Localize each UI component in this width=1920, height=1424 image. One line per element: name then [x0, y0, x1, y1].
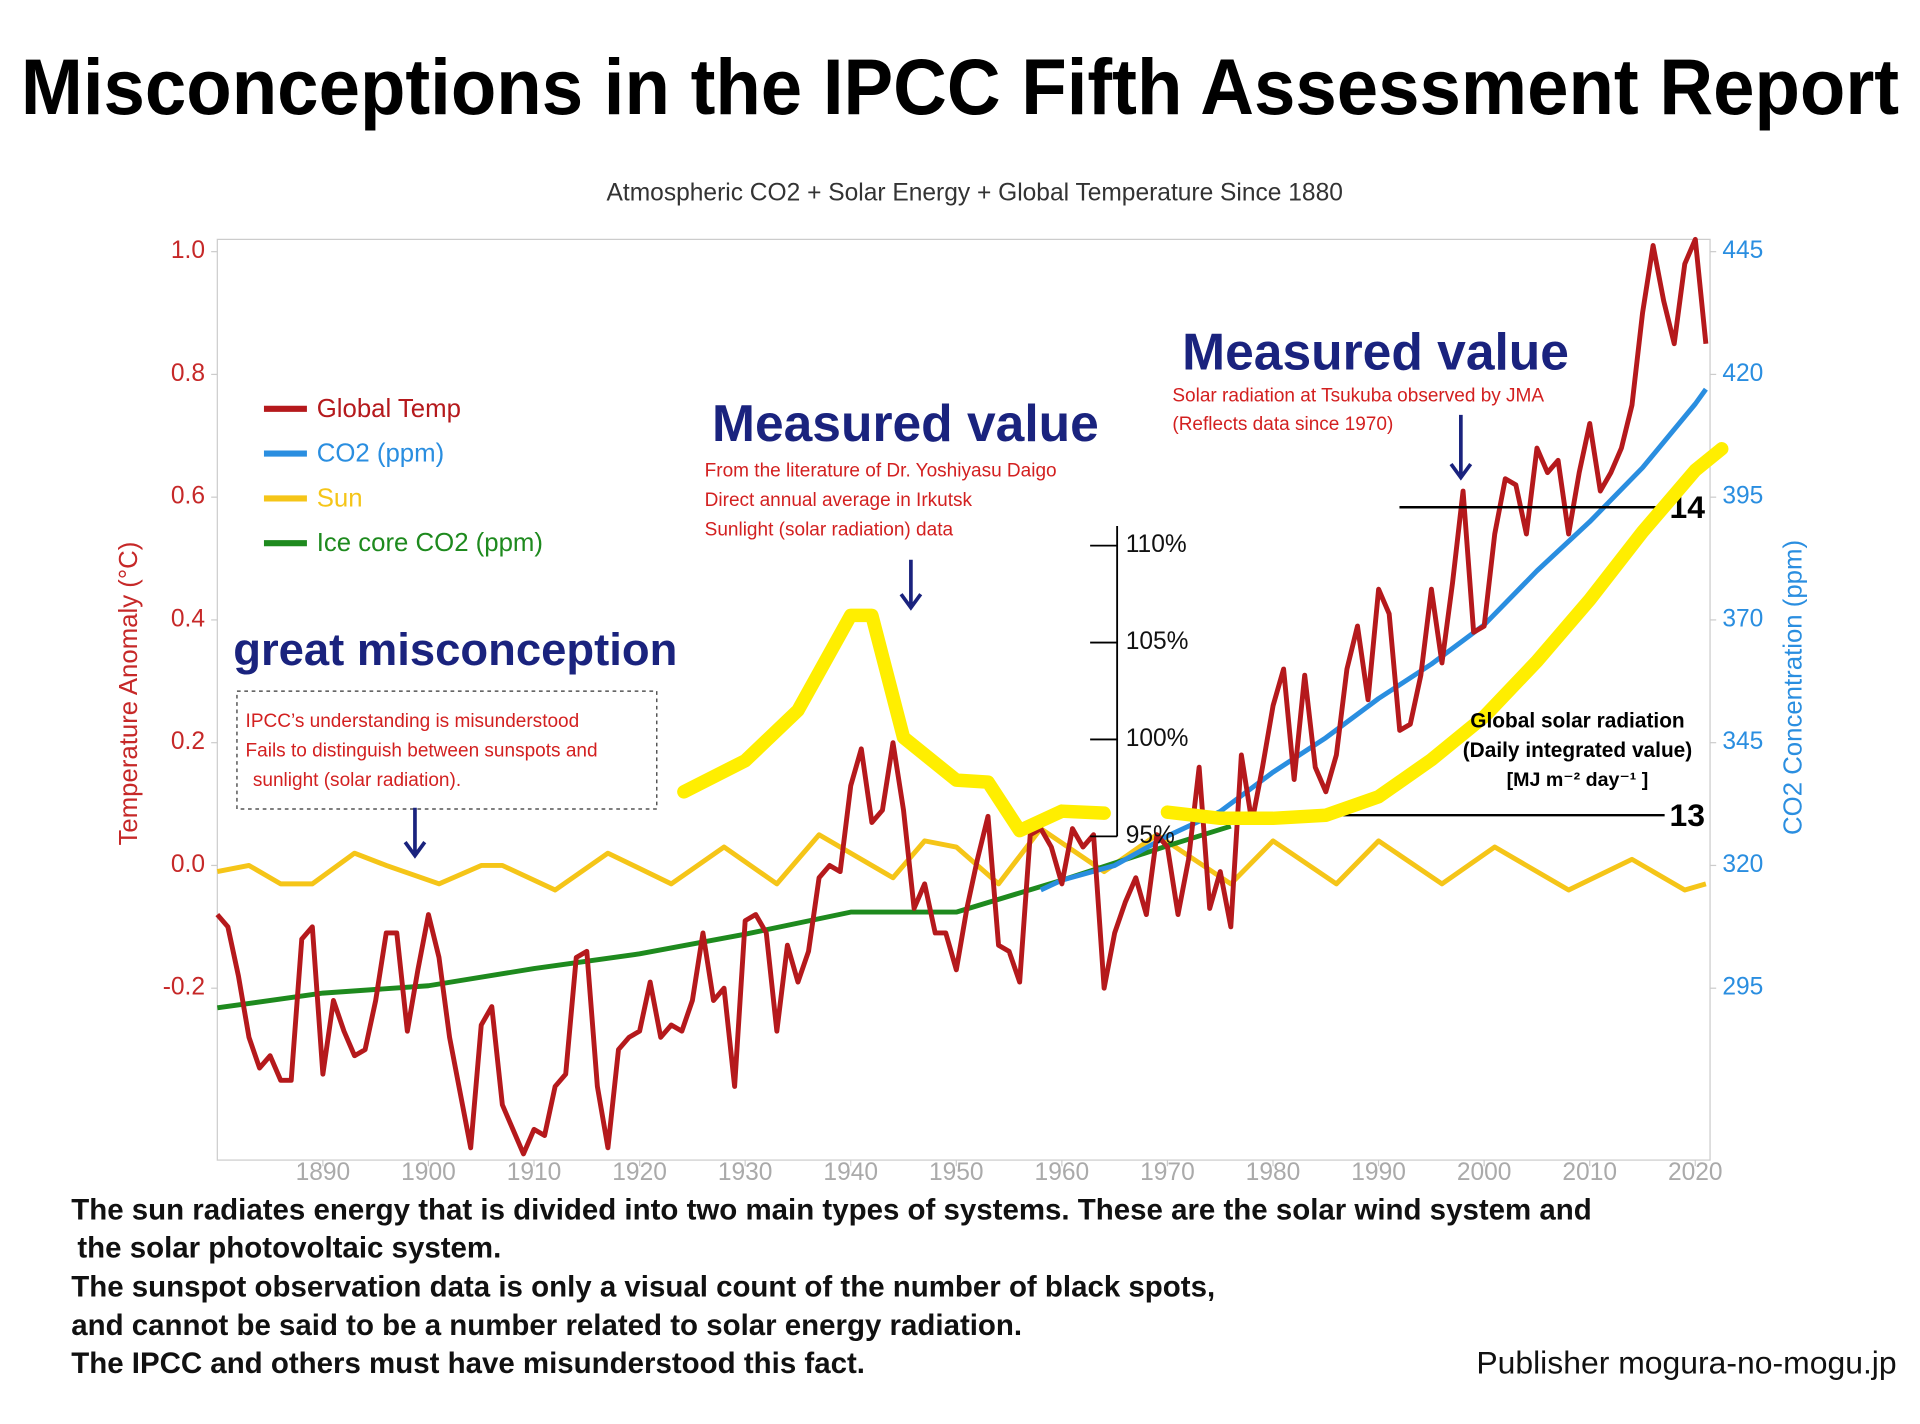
x-tick-label: 1910: [507, 1159, 562, 1186]
radiation-tick-label: 13: [1670, 797, 1706, 833]
y-tick-label: -0.2: [163, 974, 205, 1001]
y2-tick-label: 445: [1722, 237, 1763, 264]
y2-axis-label: CO2 Concentration (ppm): [1780, 540, 1808, 835]
annotation-box: [236, 690, 658, 810]
y2-tick-label: 420: [1722, 360, 1763, 387]
annotation-heading: Measured value: [1182, 323, 1569, 381]
x-tick-label: 2010: [1562, 1159, 1617, 1186]
chart-title: Misconceptions in the IPCC Fifth Assessm…: [21, 43, 1899, 131]
percent-tick-label: 100%: [1126, 725, 1189, 752]
y-axis-label: Temperature Anomaly (°C): [115, 542, 143, 846]
note-line: The sun radiates energy that is divided …: [71, 1193, 1592, 1226]
y2-tick-label: 295: [1722, 974, 1763, 1001]
axis-caption: Global solar radiation: [1470, 709, 1684, 732]
x-tick-label: 1950: [929, 1159, 984, 1186]
annotations: Measured value From the literature of Dr…: [233, 323, 1693, 859]
x-tick-label: 2020: [1668, 1159, 1723, 1186]
y2-tick-label: 370: [1722, 605, 1763, 632]
annotation-text: IPCC’s understanding is misunderstood: [246, 711, 580, 732]
arrow: [1449, 414, 1473, 481]
plot-area: 1890 1900 1910 1920 1930 1940 1950 1960 1970 1980…: [163, 236, 1763, 1186]
y-tick-label: 1.0: [171, 237, 205, 264]
x-tick-label: 2000: [1457, 1159, 1512, 1186]
percent-tick-label: 95%: [1126, 822, 1175, 849]
x-tick-label: 1920: [612, 1159, 667, 1186]
legend-label: CO2 (ppm): [317, 440, 444, 468]
annotation-text: Fails to distinguish between sunspots an…: [246, 740, 598, 761]
measured-line: [677, 608, 1111, 838]
arrow: [403, 807, 427, 859]
arrow: [899, 559, 923, 611]
y-tick-label: 0.6: [171, 483, 205, 510]
series-line: [216, 826, 1707, 893]
axis-caption: (Daily integrated value): [1463, 739, 1693, 762]
x-tick-label: 1990: [1351, 1159, 1406, 1186]
legend-label: Sun: [317, 484, 363, 512]
note-line: The IPCC and others must have misunderst…: [71, 1347, 865, 1380]
x-tick-label: 1940: [823, 1159, 878, 1186]
annotation-text: Solar radiation at Tsukuba observed by J…: [1172, 386, 1544, 407]
annotation-heading: great misconception: [233, 624, 677, 675]
y-tick-label: 0.2: [171, 728, 205, 755]
measured-line: [1160, 442, 1729, 826]
annotation-text: (Reflects data since 1970): [1172, 414, 1393, 435]
y-tick-label: 0.4: [171, 605, 205, 632]
percent-tick-label: 105%: [1126, 628, 1189, 655]
arrows: [403, 414, 1473, 859]
y2-tick-label: 320: [1722, 851, 1763, 878]
series-line: [215, 236, 1709, 1157]
legend-label: Global Temp: [317, 395, 461, 423]
x-tick-label: 1960: [1035, 1159, 1090, 1186]
axis-caption: [MJ m⁻² day⁻¹ ]: [1507, 769, 1649, 791]
x-tick-label: 1980: [1246, 1159, 1301, 1186]
x-tick-label: 1900: [401, 1159, 456, 1186]
annotation-text: Direct annual average in Irkutsk: [705, 490, 973, 511]
y-tick-label: 0.8: [171, 360, 205, 387]
y2-tick-label: 345: [1722, 728, 1763, 755]
annotation-text: From the literature of Dr. Yoshiyasu Dai…: [705, 460, 1057, 481]
annotation-text: Sunlight (solar radiation) data: [705, 519, 954, 540]
x-tick-label: 1970: [1140, 1159, 1195, 1186]
legend-label: Ice core CO2 (ppm): [317, 529, 543, 557]
chart-subtitle: Atmospheric CO2 + Solar Energy + Global …: [607, 179, 1343, 206]
x-tick-label: 1930: [718, 1159, 773, 1186]
note-line: and cannot be said to be a number relate…: [71, 1309, 1022, 1342]
percent-tick-label: 110%: [1126, 531, 1187, 558]
y2-tick-label: 395: [1722, 483, 1763, 510]
x-tick-label: 1890: [296, 1159, 351, 1186]
y-tick-label: 0.0: [171, 851, 205, 878]
note-line: The sunspot observation data is only a v…: [71, 1271, 1215, 1304]
publisher: Publisher mogura-no-mogu.jp: [1476, 1344, 1896, 1380]
annotation-heading: Measured value: [712, 394, 1099, 452]
note-line: the solar photovoltaic system.: [77, 1231, 501, 1264]
annotation-text: sunlight (solar radiation).: [253, 770, 461, 791]
plot-frame: [216, 238, 1711, 1161]
series-line: [1039, 387, 1708, 893]
